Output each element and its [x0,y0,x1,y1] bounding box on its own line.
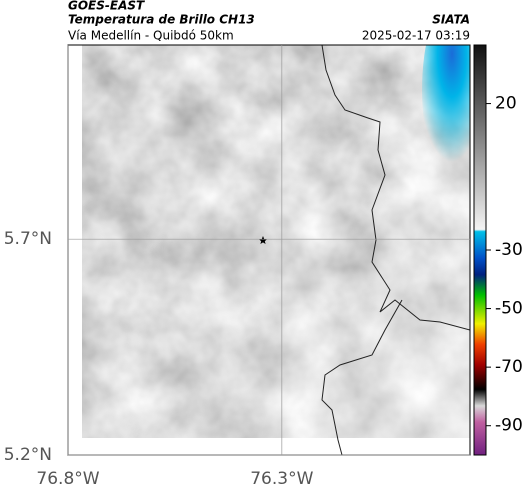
source: SIATA [432,13,470,27]
map-area [68,45,470,455]
timestamp: 2025-02-17 03:19 [362,29,470,43]
satellite-fade [82,45,470,438]
colorbar-tick-label: -30 [495,240,523,260]
colorbar-tick-label: -90 [495,416,523,436]
colorbar-tick-label: 20 [495,94,517,114]
title: GOES-EAST [68,0,145,13]
x-tick-label: 76.3°W [250,469,313,489]
colorbar [473,44,487,456]
cold-cloud [422,45,470,180]
location-star [259,236,267,244]
caption: Vía Medellín - Quibdó 50km [68,29,234,43]
y-tick-label: 5.7°N [4,229,52,249]
x-tick-label: 76.8°W [36,469,99,489]
colorbar-tick-label: -70 [495,357,523,377]
border-line [321,45,470,331]
border-line [321,299,403,455]
subtitle: Temperatura de Brillo CH13 [68,13,255,27]
colorbar-tick-label: -50 [495,299,523,319]
y-tick-label: 5.2°N [4,445,52,465]
